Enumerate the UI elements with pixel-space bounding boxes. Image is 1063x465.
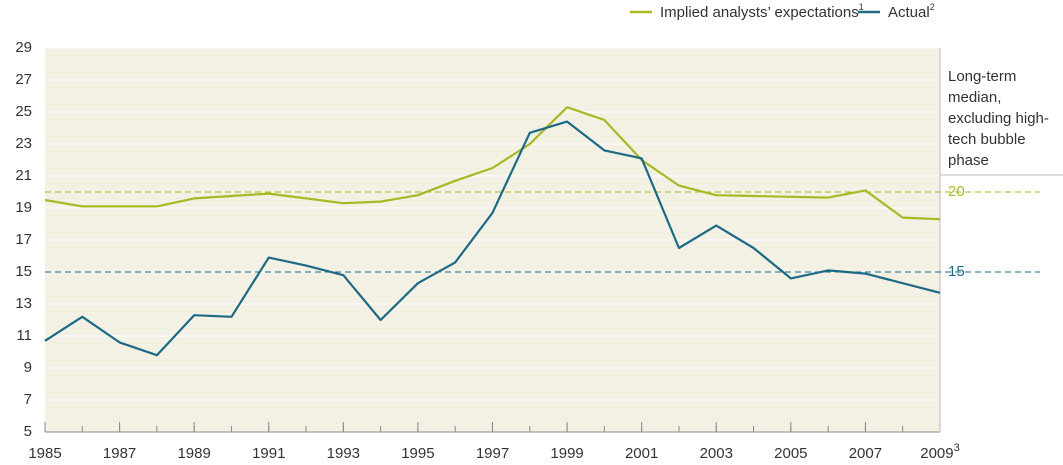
x-tick-label: 1987 <box>103 445 136 462</box>
x-tick-label: 2001 <box>625 445 658 462</box>
y-tick-label: 21 <box>15 167 32 184</box>
y-tick-label: 17 <box>15 231 32 248</box>
x-tick-label: 1991 <box>252 445 285 462</box>
x-tick-label: 20093 <box>920 442 960 462</box>
reference-label: 15 <box>948 263 965 280</box>
legend-text: Actual <box>888 4 930 21</box>
annotation-box: Long-term median, excluding high-tech bu… <box>948 68 1049 169</box>
series-line <box>44 120 941 357</box>
x-tick-superscript: 3 <box>954 442 960 454</box>
x-tick-label: 2005 <box>774 445 807 462</box>
y-tick-label: 25 <box>15 103 32 120</box>
y-tick-label: 11 <box>16 327 32 344</box>
x-tick-label: 2007 <box>849 445 882 462</box>
x-tick-label: 1999 <box>550 445 583 462</box>
reference-label: 20 <box>948 183 965 200</box>
y-tick-label: 7 <box>24 391 32 408</box>
y-tick-label: 19 <box>15 199 32 216</box>
y-tick-label: 9 <box>24 359 32 376</box>
x-tick-label: 2003 <box>700 445 733 462</box>
annotation: Long-term median, excluding high-tech bu… <box>948 68 1049 169</box>
y-tick-label: 27 <box>15 71 32 88</box>
series-line <box>44 106 941 221</box>
y-tick-label: 29 <box>15 39 32 56</box>
x-tick-label: 1997 <box>476 445 509 462</box>
y-tick-label: 15 <box>15 263 32 280</box>
x-tick-label: 1995 <box>401 445 434 462</box>
legend-footnote: 1 <box>859 2 864 12</box>
x-tick-label: 1989 <box>177 445 210 462</box>
legend-label: Implied analysts’ expectations1 <box>660 2 864 21</box>
legend-footnote: 2 <box>930 2 935 12</box>
y-tick-label: 5 <box>24 423 32 440</box>
y-tick-label: 13 <box>15 295 32 312</box>
x-tick-text: 2009 <box>920 445 953 462</box>
y-tick-label: 23 <box>15 135 32 152</box>
legend-label: Actual2 <box>888 2 935 21</box>
x-tick-label: 1985 <box>28 445 61 462</box>
x-tick-label: 1993 <box>327 445 360 462</box>
legend-text: Implied analysts’ expectations <box>660 4 859 21</box>
